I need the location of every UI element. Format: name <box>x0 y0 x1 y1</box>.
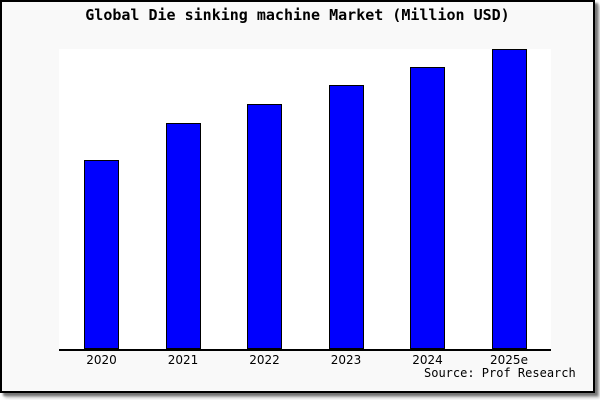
bar-2021 <box>165 123 201 349</box>
plot-area <box>59 49 551 351</box>
x-tick-label-2025e: 2025e <box>490 353 528 367</box>
bar-2024 <box>410 67 445 349</box>
bar-2025e <box>491 49 527 349</box>
source-credit: Source: Prof Research <box>424 366 576 380</box>
x-tick-label-2021: 2021 <box>167 353 199 367</box>
x-tick-label-2024: 2024 <box>412 353 443 367</box>
bar-2023 <box>328 85 364 349</box>
x-tick-label-2020: 2020 <box>86 353 117 367</box>
bar-2020 <box>84 160 119 349</box>
bar-2022 <box>247 104 282 349</box>
x-tick-label-2022: 2022 <box>249 353 280 367</box>
x-tick-label-2023: 2023 <box>330 353 362 367</box>
chart-title: Global Die sinking machine Market (Milli… <box>85 6 510 24</box>
